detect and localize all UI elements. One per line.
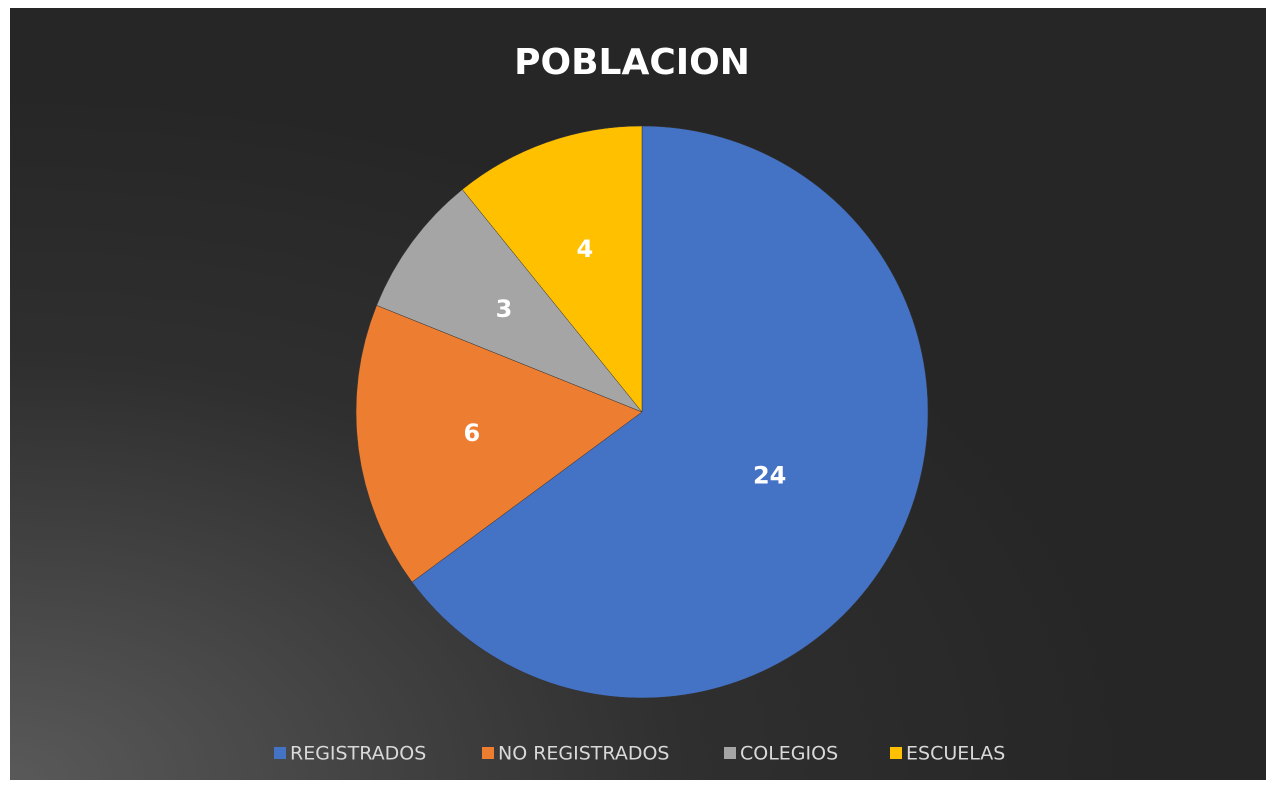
data-label: 3 (496, 295, 513, 323)
legend-label: NO REGISTRADOS (498, 743, 669, 765)
legend-label: COLEGIOS (740, 743, 838, 765)
data-label: 24 (753, 461, 786, 489)
legend-swatch (482, 747, 494, 759)
legend-swatch (274, 747, 286, 759)
legend-label: ESCUELAS (906, 743, 1005, 765)
data-label: 4 (576, 235, 593, 263)
pie-slice (411, 125, 929, 699)
pie-slice (376, 189, 643, 413)
legend-swatch (724, 747, 736, 759)
pie-slice (461, 125, 643, 413)
pie-slice (355, 305, 643, 583)
data-label: 6 (463, 419, 480, 447)
legend-label: REGISTRADOS (290, 743, 426, 765)
chart-title: POBLACION (514, 42, 750, 83)
legend-swatch (890, 747, 902, 759)
